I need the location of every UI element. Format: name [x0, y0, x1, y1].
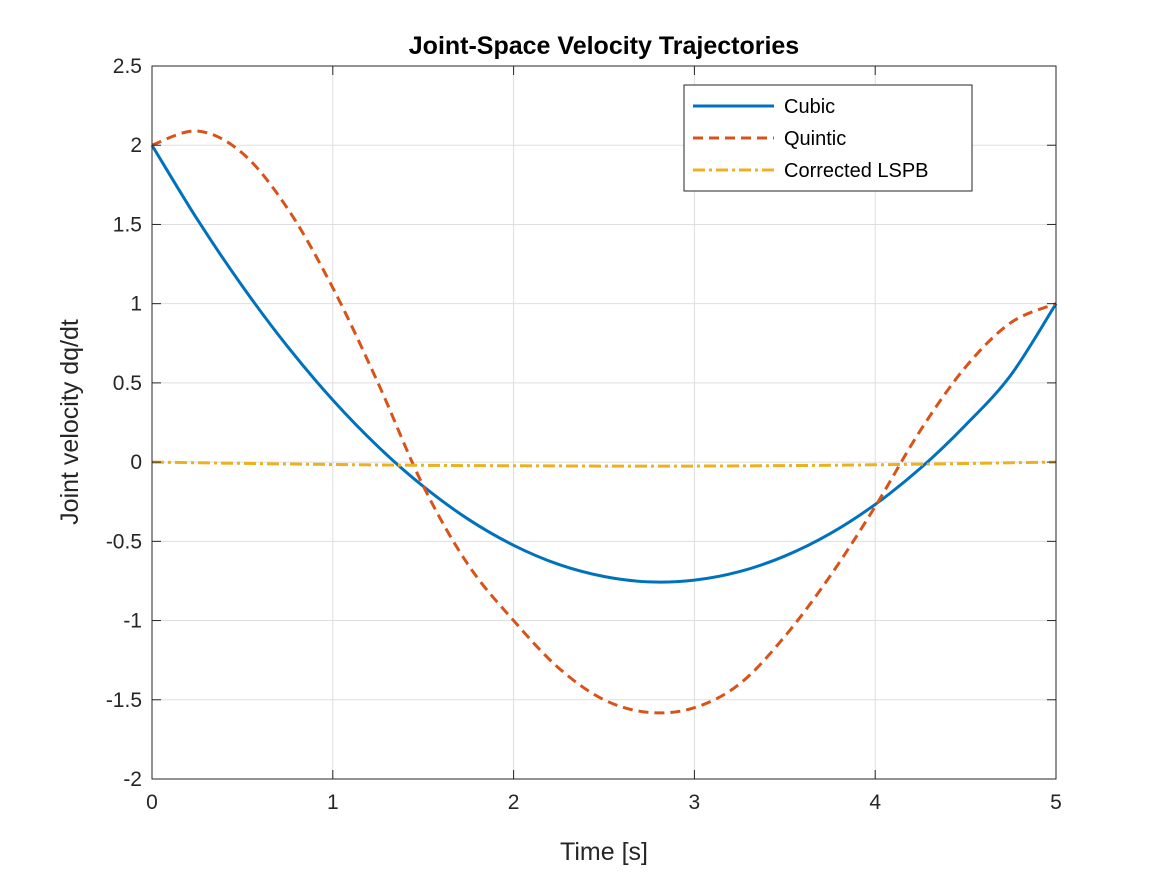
- y-axis-label: Joint velocity dq/dt: [56, 319, 84, 525]
- plot-frame: [151, 65, 1057, 780]
- x-tick-label-1: 1: [327, 791, 339, 814]
- y-tick-label-5: 0.5: [113, 372, 142, 395]
- x-tick-label-0: 0: [146, 791, 158, 814]
- legend: Cubic Quintic Corrected LSPB: [683, 84, 973, 192]
- y-tick-label-7: 1.5: [113, 213, 142, 236]
- legend-label-quintic: Quintic: [784, 128, 846, 150]
- y-tick-label-2: -1: [123, 610, 142, 633]
- series-line-quintic: [151, 129, 1057, 715]
- y-tick-label-8: 2: [130, 134, 142, 157]
- x-tick-label-2: 2: [508, 791, 520, 814]
- y-tick-label-1: -1.5: [106, 689, 142, 712]
- x-tick-label-3: 3: [689, 791, 701, 814]
- y-tick-label-3: -0.5: [106, 530, 142, 553]
- legend-label-cubic: Cubic: [784, 96, 835, 118]
- y-tick-label-6: 1: [130, 293, 142, 316]
- chart-title: Joint-Space Velocity Trajectories: [409, 32, 799, 60]
- series-line-corrected-lspb: [151, 460, 1057, 468]
- legend-label-corrected-lspb: Corrected LSPB: [784, 160, 929, 182]
- y-tick-label-4: 0: [130, 451, 142, 474]
- x-tick-label-5: 5: [1050, 791, 1062, 814]
- tick-layer: 0 1 2 3 4 5 -2 -1.5 -1 -0.5 0 0.5 1 1.5 2 2.5: [106, 55, 1062, 814]
- y-tick-label-9: 2.5: [113, 55, 142, 78]
- y-tick-label-0: -2: [123, 768, 142, 791]
- series-layer: [150, 129, 1058, 715]
- x-tick-label-4: 4: [869, 791, 881, 814]
- series-line-cubic: [150, 144, 1058, 584]
- x-axis-label: Time [s]: [560, 838, 648, 866]
